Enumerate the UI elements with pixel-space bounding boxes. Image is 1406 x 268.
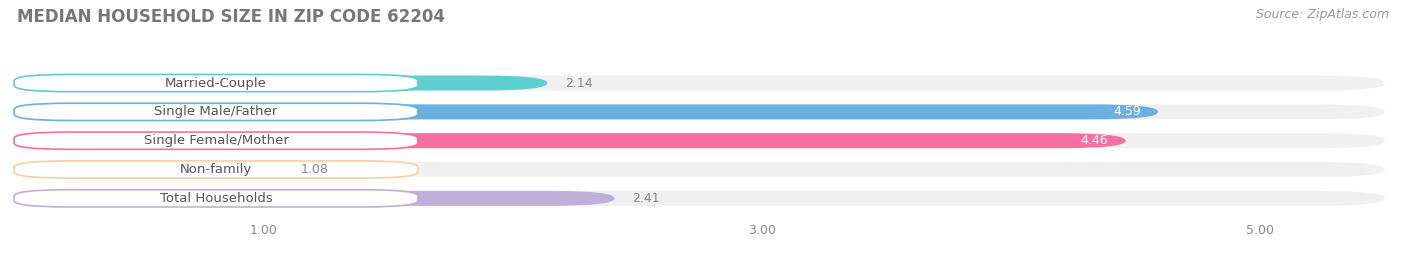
Text: Single Female/Mother: Single Female/Mother [143,134,288,147]
FancyBboxPatch shape [14,133,1126,148]
Text: 2.41: 2.41 [633,192,659,205]
Text: 4.59: 4.59 [1114,105,1140,118]
FancyBboxPatch shape [14,103,418,121]
FancyBboxPatch shape [14,191,1385,206]
Text: Source: ZipAtlas.com: Source: ZipAtlas.com [1256,8,1389,21]
FancyBboxPatch shape [14,161,418,178]
Text: Married-Couple: Married-Couple [165,77,267,90]
Text: 1.08: 1.08 [301,163,329,176]
FancyBboxPatch shape [14,76,1385,91]
Text: Total Households: Total Households [159,192,273,205]
Text: 4.46: 4.46 [1081,134,1108,147]
Text: Single Male/Father: Single Male/Father [155,105,277,118]
Text: Non-family: Non-family [180,163,252,176]
FancyBboxPatch shape [14,104,1385,119]
FancyBboxPatch shape [14,76,547,91]
FancyBboxPatch shape [14,190,418,207]
Text: MEDIAN HOUSEHOLD SIZE IN ZIP CODE 62204: MEDIAN HOUSEHOLD SIZE IN ZIP CODE 62204 [17,8,444,26]
FancyBboxPatch shape [14,162,1385,177]
FancyBboxPatch shape [14,133,1385,148]
FancyBboxPatch shape [14,191,614,206]
FancyBboxPatch shape [14,132,418,149]
Text: 2.14: 2.14 [565,77,592,90]
FancyBboxPatch shape [14,162,283,177]
FancyBboxPatch shape [14,104,1159,119]
FancyBboxPatch shape [14,75,418,92]
